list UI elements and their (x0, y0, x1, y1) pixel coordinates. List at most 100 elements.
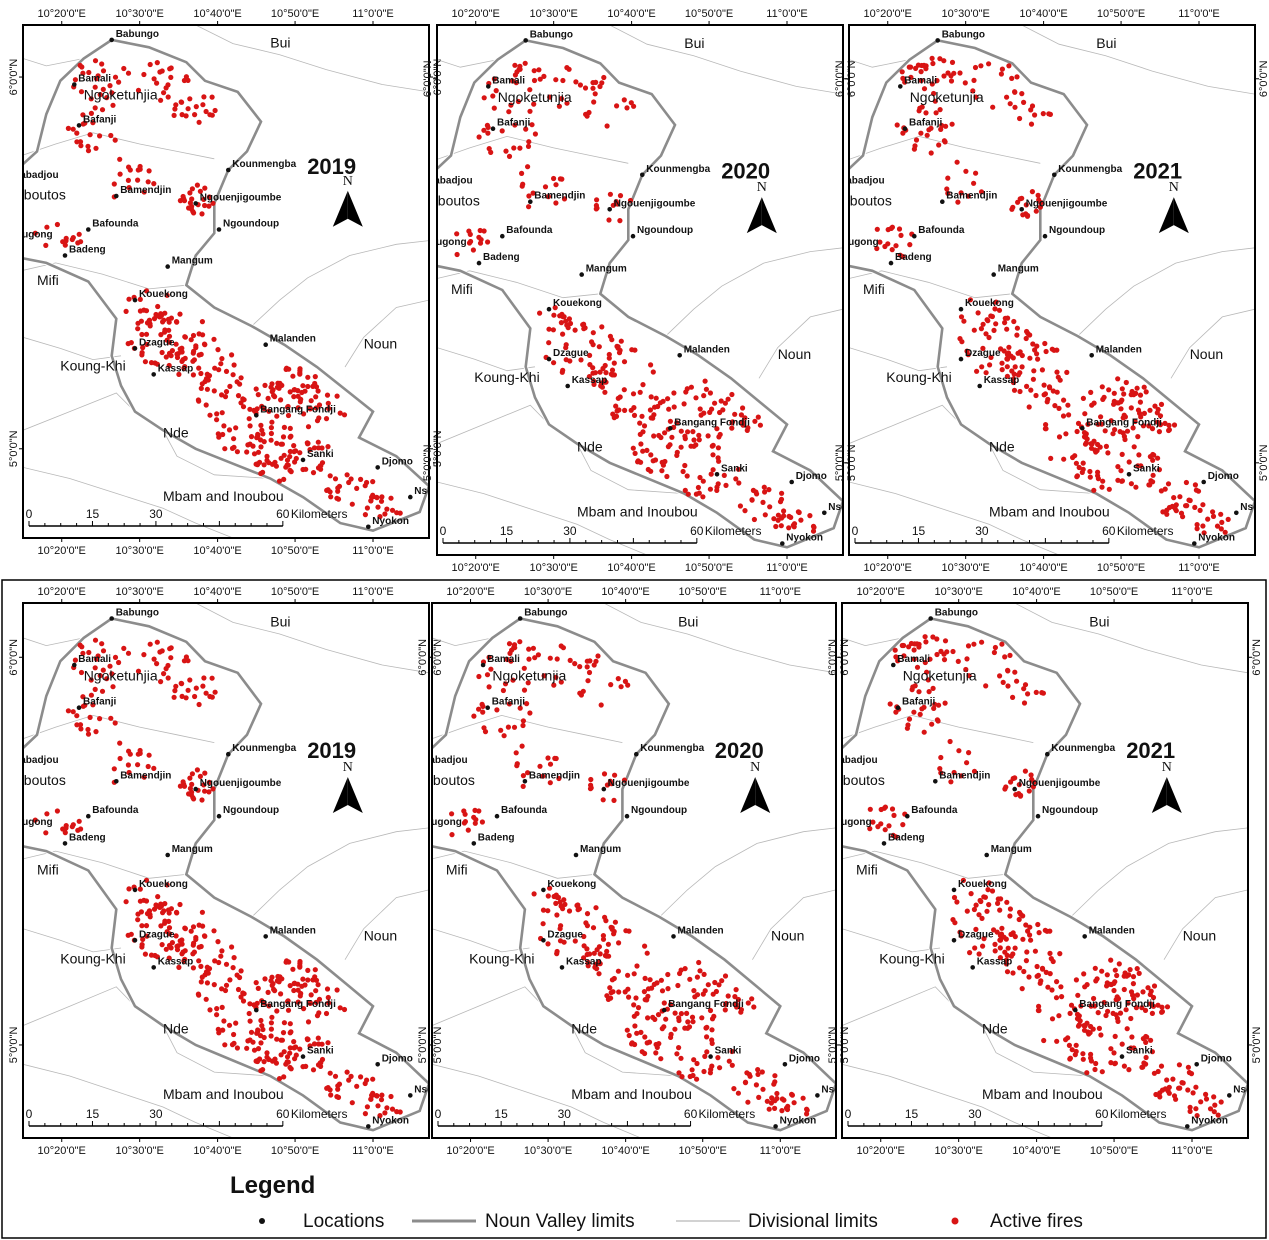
fire-point (168, 906, 174, 912)
place-label: Sanki (721, 463, 748, 474)
scale-bar-unit: Kilometers (291, 507, 348, 521)
fire-point (1159, 1009, 1165, 1015)
legend-title: Legend (230, 1172, 315, 1199)
fire-point (196, 398, 202, 404)
longitude-label-bottom: 10°40'0"E (601, 1145, 649, 1157)
fire-point (1012, 364, 1018, 370)
fire-point (581, 955, 587, 961)
fire-point (630, 391, 637, 397)
fire-point (989, 888, 996, 894)
fire-point (889, 806, 896, 812)
fire-point (983, 683, 989, 689)
division-label: Noun (364, 335, 397, 351)
divisional-limit-line (344, 889, 429, 960)
fire-point (95, 653, 101, 659)
fire-point (693, 395, 699, 401)
place-label: Bafounda (911, 805, 958, 816)
fire-point (911, 656, 917, 662)
fire-point (1025, 212, 1031, 219)
fire-point (481, 127, 487, 133)
fire-point (197, 773, 203, 780)
fire-point (611, 797, 617, 804)
fire-point (374, 495, 380, 501)
fire-point (189, 196, 195, 202)
place-label: Bamougong (820, 237, 878, 248)
fire-point (1036, 1003, 1042, 1010)
fire-point (193, 936, 199, 943)
fire-point (609, 372, 616, 378)
fire-point (678, 967, 684, 973)
fire-point (1025, 928, 1031, 934)
longitude-label-bottom: 10°40'0"E (193, 545, 241, 557)
fire-point (530, 645, 537, 651)
place-label: Bafounda (918, 225, 965, 236)
divisional-limit-line (849, 59, 910, 68)
fire-point (531, 891, 537, 897)
fire-point (1140, 423, 1146, 429)
fire-point (198, 963, 204, 970)
fire-point (80, 112, 86, 118)
fire-point (1011, 318, 1017, 325)
fire-point (476, 134, 482, 140)
fire-point (635, 1005, 642, 1011)
division-label: Nde (163, 1020, 189, 1036)
fire-point (266, 1056, 272, 1063)
fire-point (895, 658, 901, 664)
fire-point (476, 706, 482, 712)
fire-point (698, 412, 704, 418)
fire-point (1074, 1011, 1081, 1018)
fire-point (125, 177, 131, 183)
divisional-limit-line (1070, 827, 1248, 918)
location-point (951, 887, 957, 893)
fire-point (82, 120, 88, 126)
fire-point (606, 355, 612, 361)
location-point (541, 938, 546, 943)
division-label: Nde (577, 438, 603, 454)
place-label: Ngouenjigoumbe (614, 198, 696, 209)
fire-point (116, 79, 122, 85)
fire-point (278, 1037, 284, 1043)
fire-point (1038, 978, 1044, 984)
fire-point (751, 516, 758, 523)
fire-point (177, 901, 183, 908)
location-point (895, 705, 901, 710)
fire-point (1033, 392, 1039, 399)
fire-point (153, 313, 159, 319)
longitude-label-bottom: 10°40'0"E (1019, 562, 1067, 574)
division-label: Mifi (856, 861, 878, 877)
fire-point (1012, 945, 1018, 951)
fire-point (1047, 950, 1053, 957)
fire-point (154, 661, 160, 667)
fire-point (1108, 418, 1114, 424)
location-point (1234, 510, 1239, 516)
fire-point (278, 1052, 284, 1058)
fire-point (607, 778, 614, 784)
fire-point (688, 384, 695, 390)
fire-point (159, 942, 165, 948)
fire-point (1019, 195, 1025, 201)
fire-point (254, 1030, 260, 1036)
fire-point (910, 684, 916, 690)
place-label: Mangum (586, 264, 627, 275)
fire-point (526, 646, 532, 652)
fire-point (629, 347, 635, 353)
place-label: Bangang Fondji (1079, 999, 1155, 1010)
fire-point (934, 636, 940, 642)
fire-point (992, 948, 998, 954)
fire-point (561, 939, 567, 945)
fire-point (736, 480, 742, 486)
fire-point (292, 387, 298, 393)
fire-point (1214, 523, 1221, 529)
fire-point (521, 665, 527, 671)
fire-point (264, 1050, 270, 1056)
fire-point (719, 978, 725, 984)
fire-point (377, 514, 383, 520)
fire-point (661, 1024, 667, 1030)
fire-point (908, 64, 914, 70)
fire-point (951, 769, 957, 776)
fire-point (1129, 1034, 1135, 1040)
divisional-limit-line (23, 58, 84, 67)
location-point (226, 751, 231, 757)
